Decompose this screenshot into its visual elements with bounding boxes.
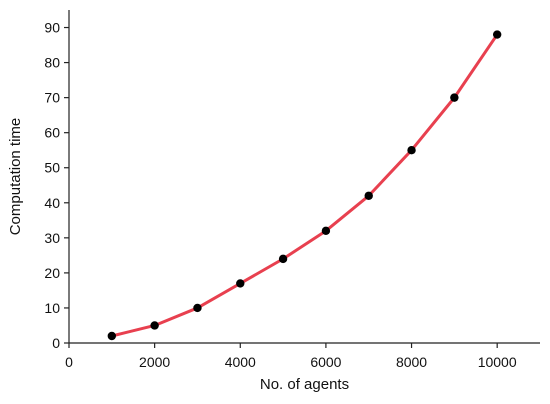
y-axis-ticks: 0 10 20 30 40 50 60 70 80 90 bbox=[44, 20, 69, 351]
x-tick-label: 10000 bbox=[478, 354, 517, 370]
data-point bbox=[150, 321, 159, 330]
x-tick-label: 2000 bbox=[139, 354, 170, 370]
x-tick-label: 8000 bbox=[396, 354, 427, 370]
x-axis-ticks: 0 2000 4000 6000 8000 10000 bbox=[65, 343, 517, 370]
y-tick-label: 20 bbox=[44, 265, 60, 281]
data-point bbox=[407, 146, 416, 155]
x-tick-label: 6000 bbox=[310, 354, 341, 370]
y-tick-label: 0 bbox=[52, 335, 60, 351]
y-tick-label: 60 bbox=[44, 125, 60, 141]
y-tick-label: 90 bbox=[44, 20, 60, 36]
data-point bbox=[321, 226, 331, 236]
x-axis-title: No. of agents bbox=[260, 376, 349, 393]
data-point bbox=[364, 191, 373, 200]
y-tick-label: 10 bbox=[44, 300, 60, 316]
data-point bbox=[107, 331, 117, 341]
y-tick-label: 80 bbox=[44, 55, 60, 71]
data-point bbox=[492, 30, 502, 39]
data-point bbox=[278, 254, 288, 264]
y-tick-label: 70 bbox=[44, 90, 60, 106]
data-point bbox=[193, 303, 202, 313]
y-axis-title: Computation time bbox=[7, 118, 24, 236]
y-tick-label: 40 bbox=[44, 195, 60, 211]
y-tick-label: 30 bbox=[44, 230, 60, 246]
data-point bbox=[236, 279, 245, 288]
series-layer bbox=[107, 30, 502, 341]
data-point bbox=[450, 93, 459, 102]
x-tick-label: 4000 bbox=[225, 354, 256, 370]
series-line bbox=[110, 33, 499, 338]
x-tick-label: 0 bbox=[65, 354, 73, 370]
y-tick-label: 50 bbox=[44, 160, 60, 176]
